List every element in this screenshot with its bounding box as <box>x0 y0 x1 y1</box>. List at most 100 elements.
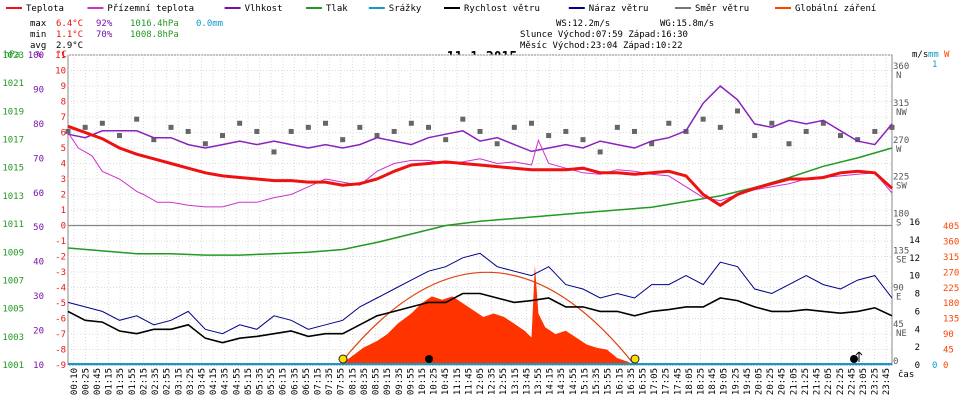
x-tick: 08:15 <box>348 368 358 395</box>
stat-max-rain: 0.0mm <box>196 19 223 29</box>
c-tick: 7 <box>61 113 66 123</box>
wind-direction-dot <box>580 137 586 143</box>
x-tick: 01:15 <box>105 368 115 395</box>
info-moon: Měsíc Východ:23:04 Západ:10:22 <box>520 41 683 51</box>
x-tick: 13:55 <box>534 368 544 395</box>
dir-label: SW <box>896 182 907 192</box>
legend-label-2: Vlhkost <box>245 4 283 14</box>
mm-tick: 1 <box>932 60 937 70</box>
wind-direction-dot <box>529 120 534 126</box>
x-tick: 02:55 <box>163 368 173 395</box>
moonrise-arrowhead-left <box>855 351 860 356</box>
sun-arc <box>338 271 635 366</box>
wind-direction-dot <box>563 128 569 134</box>
wind-direction-dot <box>597 149 603 155</box>
pct-tick: 10 <box>33 361 44 371</box>
c-tick: -5 <box>55 299 66 309</box>
c-tick: 1 <box>61 206 66 216</box>
pct-tick: 90 <box>33 85 44 95</box>
hpa-tick: 1017 <box>2 136 24 146</box>
wind-direction-dot <box>872 128 878 134</box>
pct-tick: 50 <box>33 223 44 233</box>
stat-max-label: max <box>30 19 47 29</box>
x-tick: 23:25 <box>871 368 881 395</box>
wind-direction-dot <box>717 124 723 130</box>
x-tick: 09:35 <box>395 368 405 395</box>
stat-min-label: min <box>30 30 46 40</box>
wind-direction-dot <box>408 120 414 126</box>
wind-direction-dot <box>117 133 122 139</box>
stat-min-hum: 70% <box>96 30 113 40</box>
temperature-line <box>67 124 894 208</box>
pct-tick: 100 <box>28 51 44 61</box>
ms-tick: 8 <box>915 290 920 300</box>
legend-label-5: Rychlost větru <box>464 4 540 14</box>
x-tick: 19:45 <box>743 368 753 395</box>
wind-direction-dot <box>460 116 466 122</box>
w-tick: 180 <box>943 299 959 309</box>
axis-ticks: 1023102110191017101510131011100910071005… <box>2 51 959 395</box>
x-tick: 08:35 <box>360 368 370 395</box>
hpa-tick: 1021 <box>2 79 24 89</box>
mm-tick: 0 <box>932 361 937 371</box>
x-tick: 18:45 <box>708 368 718 395</box>
hpa-tick: 1011 <box>2 220 24 230</box>
wind-direction-dot <box>202 141 208 147</box>
stat-avg-temp: 2.9°C <box>56 41 83 51</box>
x-tick: 06:15 <box>279 368 289 395</box>
x-tick: 00:25 <box>81 368 91 395</box>
c-tick: 6 <box>61 129 66 139</box>
moonrise-arrowhead-right <box>858 351 863 356</box>
pct-tick: 40 <box>33 258 44 268</box>
dir-tick: 225 <box>893 173 909 183</box>
wind-direction-dot <box>185 128 191 134</box>
x-tick: 20:25 <box>766 368 776 395</box>
x-tick: 20:05 <box>755 368 765 395</box>
w-tick: 360 <box>943 237 959 247</box>
legend-label-3: Tlak <box>326 4 348 14</box>
x-tick: 16:35 <box>627 368 637 395</box>
hpa-tick: 1019 <box>2 107 24 117</box>
wind-direction-dot <box>820 120 826 126</box>
pct-tick: 30 <box>33 292 44 302</box>
sunset-marker <box>630 354 640 364</box>
x-tick: 23:05 <box>859 368 869 395</box>
wind-direction-dot <box>220 133 225 139</box>
c-tick: 3 <box>61 175 66 185</box>
pct-tick: 70 <box>33 154 44 164</box>
wind-direction-dot <box>752 133 758 139</box>
ms-tick: 0 <box>915 361 920 371</box>
wind-direction-dot <box>649 141 655 147</box>
x-tick: 14:35 <box>557 368 567 395</box>
x-tick: 21:25 <box>801 368 811 395</box>
x-tick: 22:45 <box>847 368 857 395</box>
hpa-tick: 1009 <box>2 248 24 258</box>
x-tick: 00:45 <box>93 368 103 395</box>
x-tick: 04:35 <box>221 368 231 395</box>
wind-direction-dot <box>700 116 706 122</box>
x-tick: 01:55 <box>128 368 138 395</box>
dir-label: S <box>896 219 901 229</box>
solar-radiation-area <box>339 265 635 365</box>
w-tick: 0 <box>943 361 948 371</box>
legend-label-4: Srážky <box>389 4 422 14</box>
x-tick: 12:05 <box>476 368 486 395</box>
x-tick: 05:15 <box>244 368 254 395</box>
wind-direction-dot <box>391 128 397 134</box>
wind-speed-line <box>67 292 893 344</box>
dir-tick: 180 <box>893 210 909 220</box>
w-tick: 135 <box>943 315 959 325</box>
hpa-tick: 1015 <box>2 164 24 174</box>
w-tick: 315 <box>943 253 959 263</box>
wind-direction-dot <box>614 124 620 130</box>
wind-direction-dot <box>632 128 637 134</box>
x-tick: 14:15 <box>546 368 556 395</box>
x-tick: 18:05 <box>685 368 695 395</box>
c-tick: -2 <box>55 253 66 263</box>
ms-tick: 6 <box>915 307 920 317</box>
x-tick: 10:25 <box>430 368 440 395</box>
wind-direction-dot <box>271 149 277 155</box>
w-tick: 90 <box>943 330 954 340</box>
wind-direction-dot <box>769 120 775 126</box>
